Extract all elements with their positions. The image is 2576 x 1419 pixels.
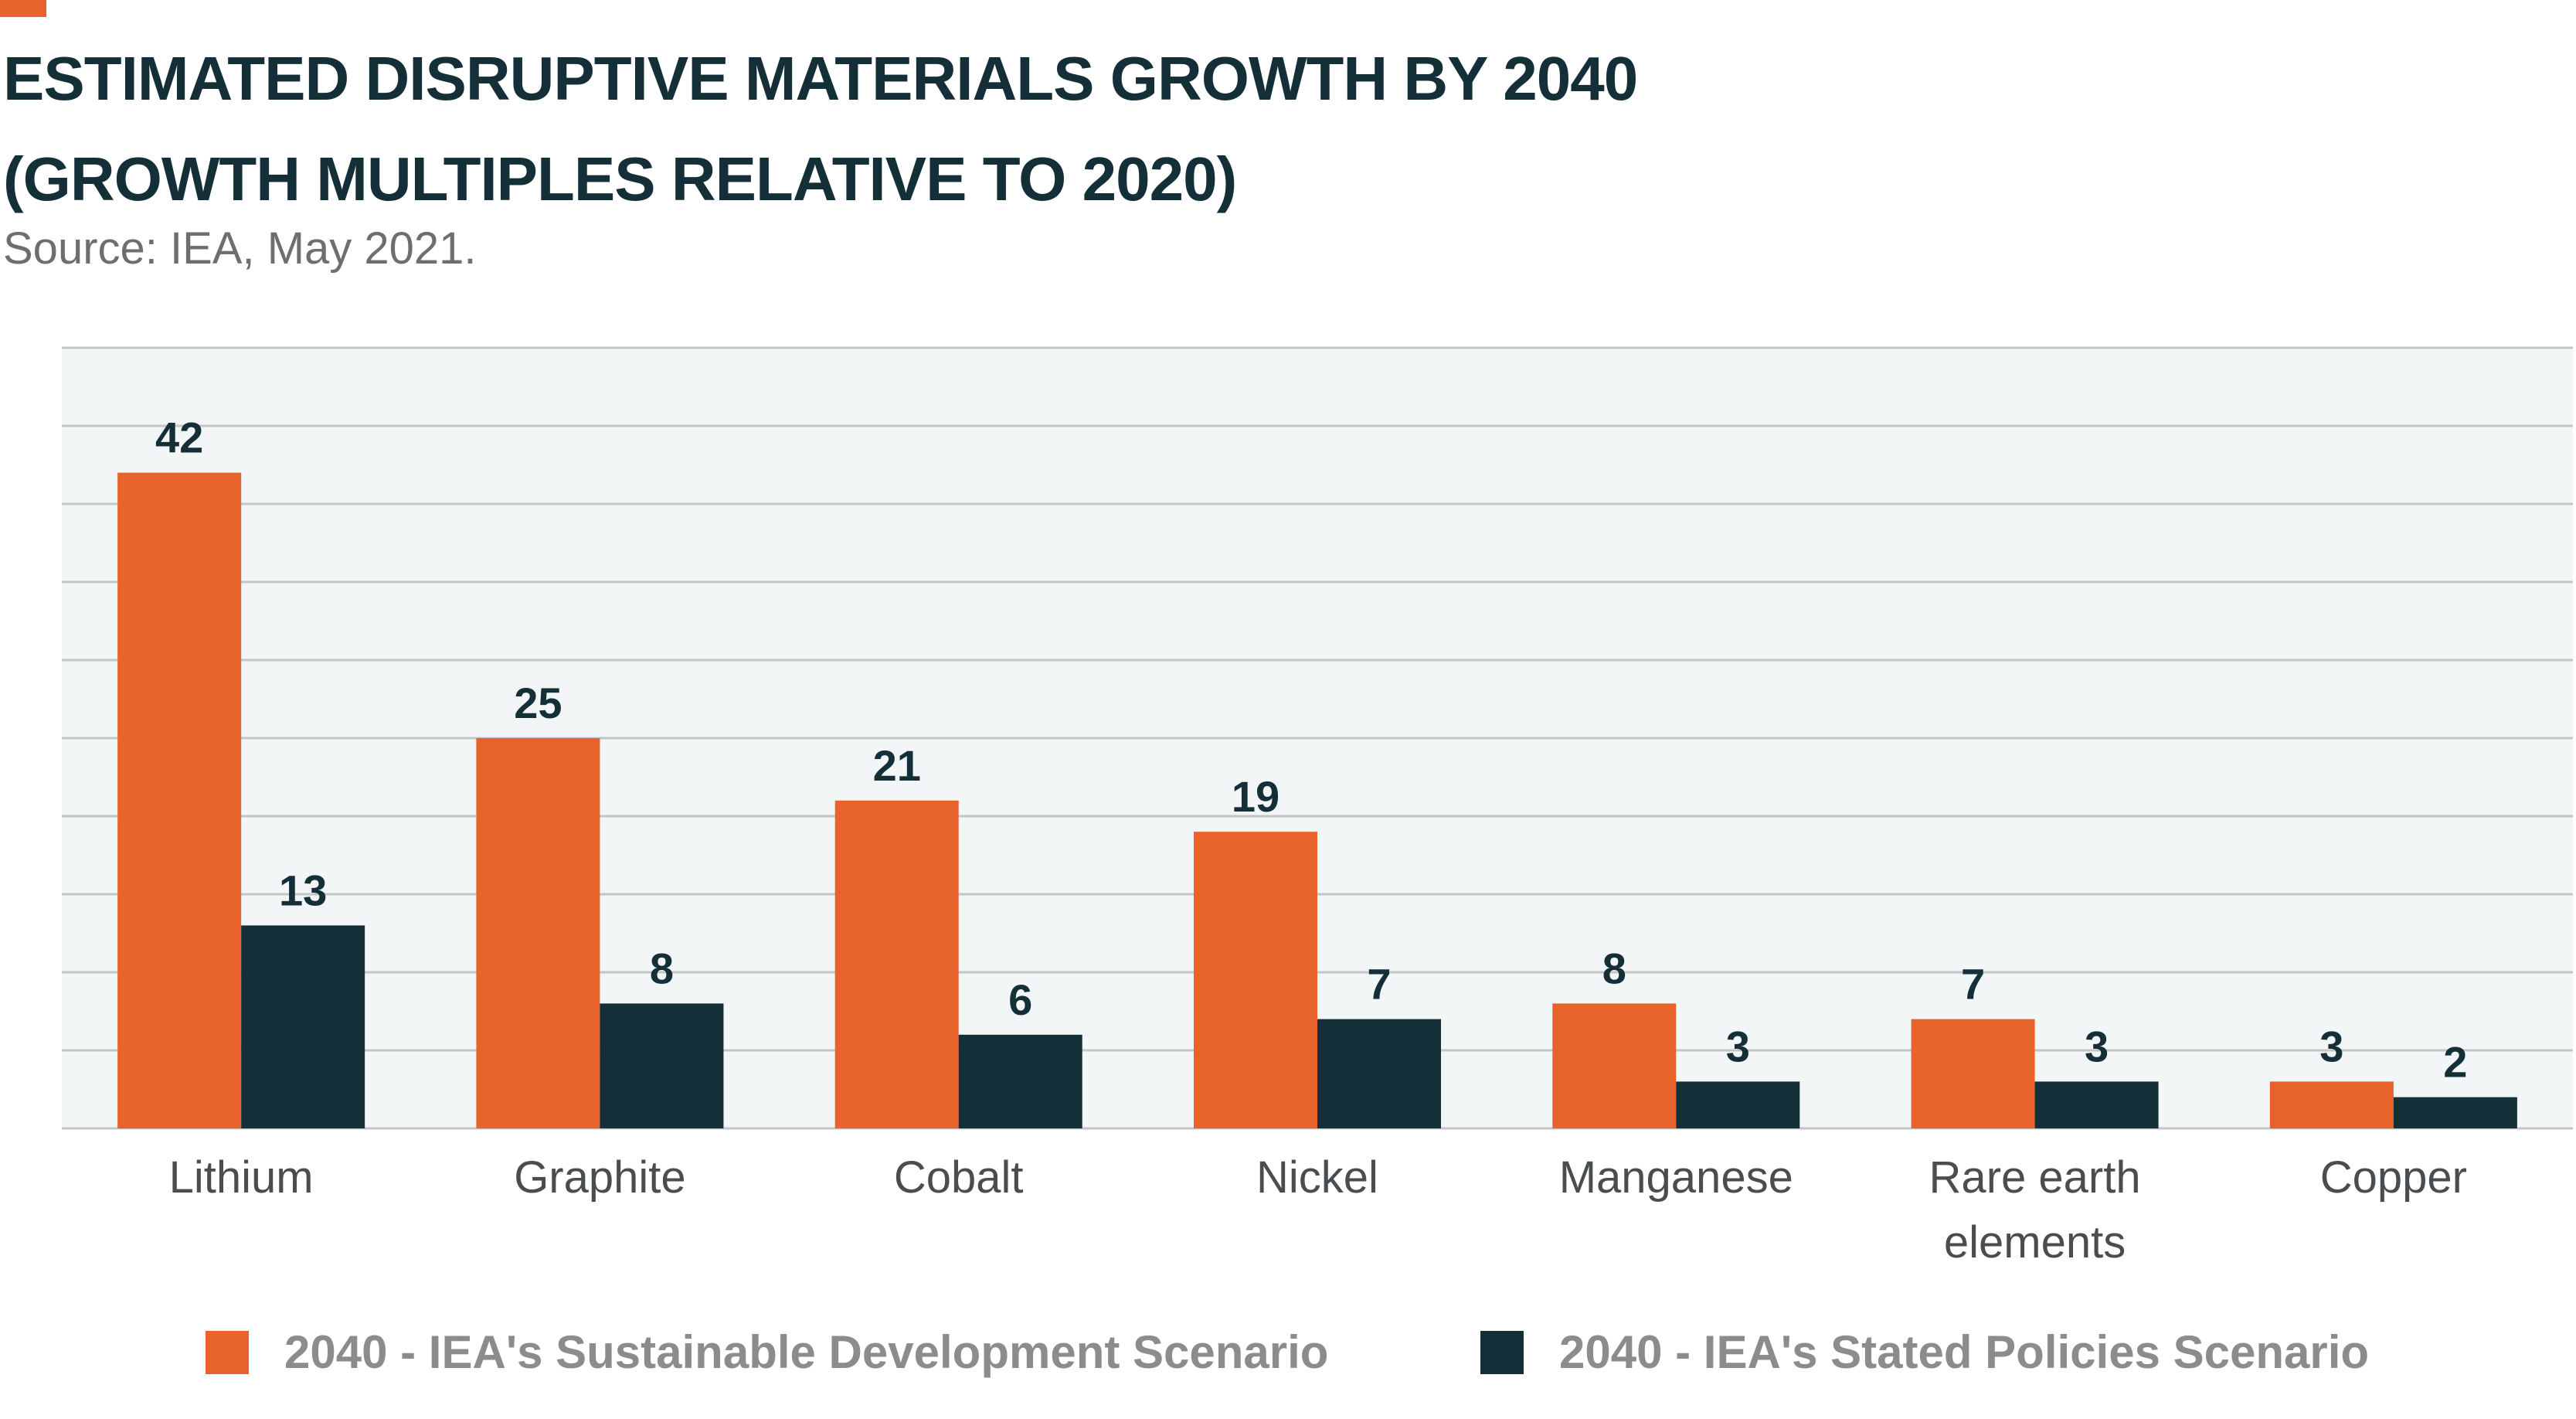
data-label: 2: [2443, 1038, 2467, 1087]
bar-steps: [2393, 1097, 2517, 1128]
accent-bar: [0, 0, 46, 17]
data-label: 8: [1602, 944, 1626, 992]
source-note: Source: IEA, May 2021.: [3, 223, 477, 274]
data-label: 21: [873, 741, 921, 790]
bar-sds: [1194, 832, 1317, 1128]
data-label: 3: [2319, 1022, 2343, 1070]
bar-sds: [1911, 1019, 2035, 1128]
data-label: 19: [1232, 772, 1280, 821]
category-label: elements: [1944, 1217, 2126, 1268]
legend-item-steps: 2040 - IEA's Stated Policies Scenario: [1480, 1329, 2369, 1376]
data-label: 8: [650, 944, 674, 992]
bar-steps: [1676, 1081, 1800, 1128]
data-label: 7: [1367, 960, 1391, 1009]
legend-swatch-steps: [1480, 1331, 1524, 1374]
bar-sds: [834, 800, 959, 1128]
bar-steps: [600, 1003, 724, 1128]
category-label: Lithium: [169, 1152, 314, 1203]
bar-steps: [1317, 1019, 1441, 1128]
chart-title-line-1: ESTIMATED DISRUPTIVE MATERIALS GROWTH BY…: [3, 44, 1638, 113]
bar-sds: [117, 472, 242, 1128]
data-label: 25: [514, 679, 562, 727]
legend-item-sds: 2040 - IEA's Sustainable Development Sce…: [206, 1329, 1328, 1376]
bar-steps: [2034, 1081, 2159, 1128]
legend-label-sds: 2040 - IEA's Sustainable Development Sce…: [284, 1326, 1329, 1378]
category-label: Cobalt: [894, 1152, 1024, 1203]
legend-label-steps: 2040 - IEA's Stated Policies Scenario: [1559, 1326, 2370, 1378]
category-label: Copper: [2320, 1152, 2467, 1203]
data-label: 42: [155, 413, 203, 462]
bar-steps: [241, 925, 365, 1128]
legend-swatch-sds: [206, 1331, 249, 1374]
data-label: 3: [1726, 1022, 1750, 1070]
category-label: Manganese: [1559, 1152, 1793, 1203]
bar-sds: [2269, 1081, 2394, 1128]
bar-steps: [958, 1034, 1082, 1128]
data-label: 13: [279, 866, 327, 914]
data-label: 7: [1961, 960, 1985, 1009]
category-label: Graphite: [514, 1152, 685, 1203]
bar-sds: [476, 738, 600, 1128]
data-label: 6: [1008, 975, 1032, 1024]
data-label: 3: [2085, 1022, 2109, 1070]
bar-sds: [1552, 1003, 1677, 1128]
chart-title-line-2: (GROWTH MULTIPLES RELATIVE TO 2020): [3, 145, 1237, 213]
category-label: Nickel: [1256, 1152, 1378, 1203]
category-label: Rare earth: [1929, 1152, 2141, 1203]
